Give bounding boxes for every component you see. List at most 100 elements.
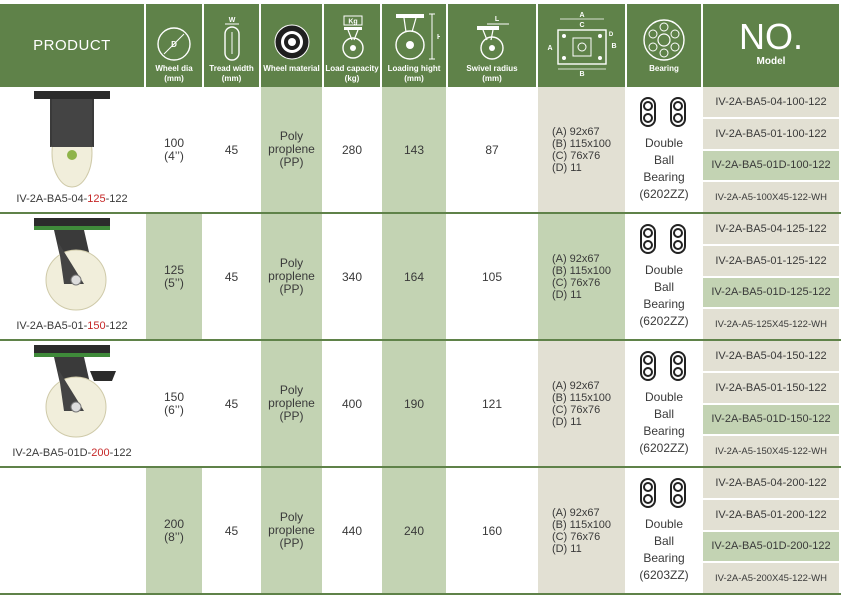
caster-photo-3 bbox=[34, 345, 116, 438]
header-product: PRODUCT bbox=[0, 4, 146, 87]
bearing-text: Double Ball Bearing (6203ZZ) bbox=[639, 517, 689, 582]
tread-width-cell: 45 bbox=[203, 467, 261, 595]
product-label: IV-2A-BA5-04-125-122 bbox=[16, 193, 128, 205]
wheel-material-cell: Poly proplene (PP) bbox=[260, 340, 324, 468]
product-cell bbox=[0, 467, 146, 595]
header-row: PRODUCT D Wheel dia (mm) W Tr bbox=[0, 4, 841, 87]
tread-width-cell: 45 bbox=[203, 87, 261, 214]
svg-text:Kg: Kg bbox=[348, 19, 357, 26]
model-cell: IV-2A-BA5-04-200-122 IV-2A-BA5-01-200-122… bbox=[702, 467, 841, 595]
bearing-text: Double Ball Bearing (6202ZZ) bbox=[639, 390, 689, 455]
wheel-dia-cell: 150 (6’’) bbox=[145, 340, 204, 468]
wheel-material-icon bbox=[274, 24, 309, 60]
tread-width-cell: 45 bbox=[203, 213, 261, 341]
header-wheel-dia: D Wheel dia (mm) bbox=[145, 4, 204, 87]
load-capacity-cell: 400 bbox=[323, 340, 382, 468]
model-number: IV-2A-BA5-01D-150-122 bbox=[703, 404, 839, 437]
model-cell: IV-2A-BA5-04-125-122 IV-2A-BA5-01-125-122… bbox=[702, 213, 841, 341]
double-bearing-icon bbox=[640, 224, 686, 254]
top-plate-cell: (A) 92x67 (B) 115x100 (C) 76x76 (D) 11 bbox=[537, 213, 627, 341]
swivel-radius-cell: 105 bbox=[447, 213, 538, 341]
wheel-dia-cell: 125 (5’’) bbox=[145, 213, 204, 341]
model-number: IV-2A-BA5-01-100-122 bbox=[703, 118, 839, 151]
svg-text:B: B bbox=[579, 71, 584, 76]
caster-photo-2 bbox=[34, 218, 110, 311]
header-wheel-material: Wheel material bbox=[260, 4, 324, 87]
svg-text:A: A bbox=[579, 12, 584, 19]
model-number: IV-2A-A5-100X45-122-WH bbox=[703, 182, 839, 212]
header-model-no: NO. Model bbox=[702, 4, 841, 87]
wheel-material-cell: Poly proplene (PP) bbox=[260, 467, 324, 595]
wheel-material-cell: Poly proplene (PP) bbox=[260, 213, 324, 341]
model-number: IV-2A-BA5-04-200-122 bbox=[703, 468, 839, 500]
double-bearing-icon bbox=[640, 351, 686, 381]
caster-group-row: IV-2A-BA5-01-150-122 125 (5’’) 45 Poly prople… bbox=[0, 213, 841, 341]
bearing-icon bbox=[643, 19, 685, 61]
model-number: IV-2A-BA5-01D-100-122 bbox=[703, 150, 839, 183]
product-label: IV-2A-BA5-01D-200-122 bbox=[12, 447, 132, 459]
header-swivel-radius: L Swivel radius (mm) bbox=[447, 4, 538, 87]
svg-text:H: H bbox=[437, 34, 440, 41]
loading-height-icon: H bbox=[395, 13, 440, 60]
load-capacity-icon: Kg bbox=[342, 15, 364, 59]
bearing-cell: Double Ball Bearing (6203ZZ) bbox=[626, 467, 703, 595]
header-bearing: Bearing bbox=[626, 4, 703, 87]
model-number: IV-2A-BA5-04-125-122 bbox=[703, 214, 839, 246]
bearing-cell: Double Ball Bearing (6202ZZ) bbox=[626, 340, 703, 468]
product-cell: IV-2A-BA5-01-150-122 bbox=[0, 213, 146, 341]
model-cell: IV-2A-BA5-04-100-122 IV-2A-BA5-01-100-122… bbox=[702, 87, 841, 214]
loading-height-cell: 190 bbox=[381, 340, 448, 468]
product-cell: IV-2A-BA5-04-125-122 bbox=[0, 87, 146, 214]
tread-width-cell: 45 bbox=[203, 340, 261, 468]
model-number: IV-2A-A5-200X45-122-WH bbox=[703, 563, 839, 593]
product-label: IV-2A-BA5-01-150-122 bbox=[16, 320, 128, 332]
model-number: IV-2A-BA5-04-100-122 bbox=[703, 87, 839, 119]
swivel-radius-cell: 160 bbox=[447, 467, 538, 595]
caster-group-row: IV-2A-BA5-01D-200-122 150 (6’’) 45 Poly propl… bbox=[0, 340, 841, 468]
header-top-plate: A C A B D B bbox=[537, 4, 627, 87]
caster-photo-1 bbox=[34, 91, 110, 188]
top-plate-cell: (A) 92x67 (B) 115x100 (C) 76x76 (D) 11 bbox=[537, 340, 627, 468]
top-plate-icon: A C A B D B bbox=[547, 12, 616, 76]
wheel-dia-cell: 200 (8’’) bbox=[145, 467, 204, 595]
double-bearing-icon bbox=[640, 478, 686, 508]
model-number: IV-2A-BA5-01D-125-122 bbox=[703, 277, 839, 310]
model-number: IV-2A-A5-125X45-122-WH bbox=[703, 309, 839, 339]
load-capacity-cell: 340 bbox=[323, 213, 382, 341]
svg-text:C: C bbox=[579, 22, 584, 29]
svg-text:B: B bbox=[611, 43, 616, 50]
svg-text:W: W bbox=[228, 17, 235, 24]
loading-height-cell: 240 bbox=[381, 467, 448, 595]
product-cell: IV-2A-BA5-01D-200-122 bbox=[0, 340, 146, 468]
bearing-text: Double Ball Bearing (6202ZZ) bbox=[639, 263, 689, 328]
model-number: IV-2A-A5-150X45-122-WH bbox=[703, 436, 839, 466]
svg-text:D: D bbox=[608, 32, 613, 38]
model-number: IV-2A-BA5-01-200-122 bbox=[703, 499, 839, 532]
tread-width-icon: W bbox=[223, 17, 240, 61]
top-plate-cell: (A) 92x67 (B) 115x100 (C) 76x76 (D) 11 bbox=[537, 467, 627, 595]
wheel-dia-icon: D bbox=[157, 27, 191, 61]
caster-group-row: IV-2A-BA5-04-125-122 100 (4’’) 45 Poly prople… bbox=[0, 87, 841, 214]
top-plate-cell: (A) 92x67 (B) 115x100 (C) 76x76 (D) 11 bbox=[537, 87, 627, 214]
wheel-material-cell: Poly proplene (PP) bbox=[260, 87, 324, 214]
header-tread-width: W Tread width (mm) bbox=[203, 4, 261, 87]
load-capacity-cell: 440 bbox=[323, 467, 382, 595]
model-number: IV-2A-BA5-01D-200-122 bbox=[703, 531, 839, 564]
caster-group-row: 200 (8’’) 45 Poly proplene (PP) 440 240 160 (A) 9… bbox=[0, 467, 841, 595]
bearing-cell: Double Ball Bearing (6202ZZ) bbox=[626, 213, 703, 341]
model-cell: IV-2A-BA5-04-150-122 IV-2A-BA5-01-150-122… bbox=[702, 340, 841, 468]
caster-spec-table: PRODUCT D Wheel dia (mm) W Tr bbox=[0, 4, 841, 595]
svg-text:D: D bbox=[171, 40, 177, 49]
swivel-radius-cell: 87 bbox=[447, 87, 538, 214]
model-number: IV-2A-BA5-01-150-122 bbox=[703, 372, 839, 405]
wheel-dia-cell: 100 (4’’) bbox=[145, 87, 204, 214]
swivel-radius-cell: 121 bbox=[447, 340, 538, 468]
bearing-cell: Double Ball Bearing (6202ZZ) bbox=[626, 87, 703, 214]
loading-height-cell: 143 bbox=[381, 87, 448, 214]
load-capacity-cell: 280 bbox=[323, 87, 382, 214]
model-number: IV-2A-BA5-01-125-122 bbox=[703, 245, 839, 278]
svg-text:L: L bbox=[495, 16, 500, 23]
loading-height-cell: 164 bbox=[381, 213, 448, 341]
header-loading-height: H Loading hight (mm) bbox=[381, 4, 448, 87]
model-number: IV-2A-BA5-04-150-122 bbox=[703, 341, 839, 373]
